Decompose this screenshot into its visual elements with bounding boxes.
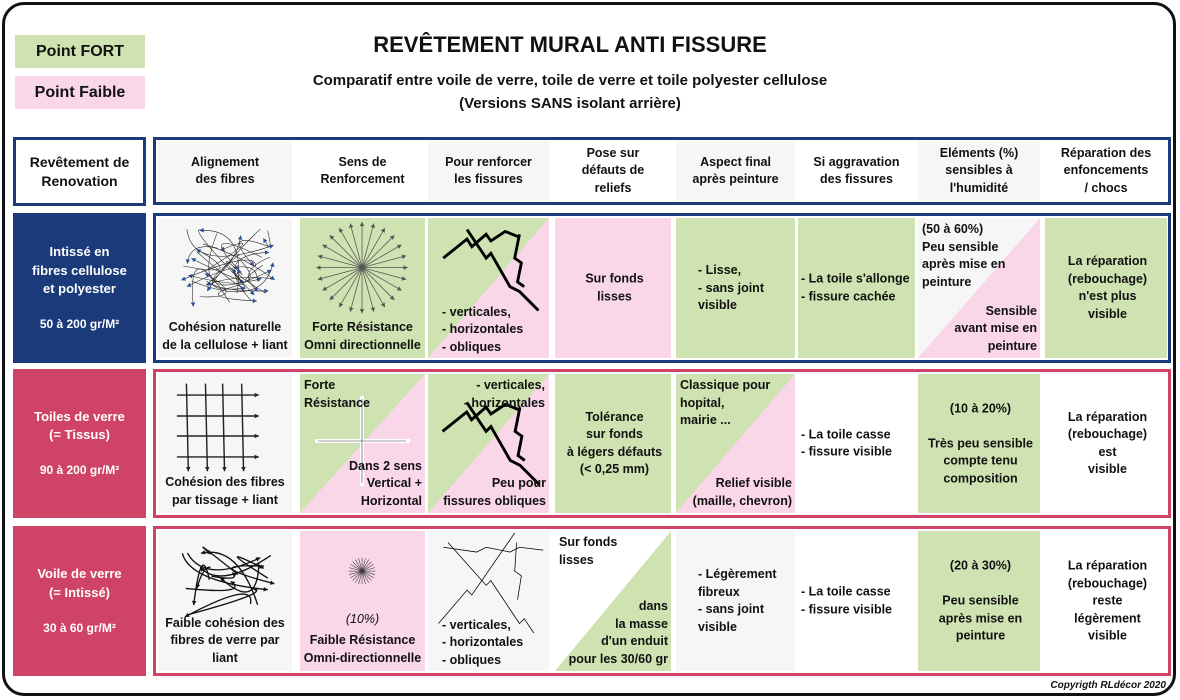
cell-text: La réparation (rebouchage) est visible (1067, 409, 1148, 477)
cross-arrows-icon (315, 396, 410, 486)
table-cell: - Légèrement fibreux - sans joint visibl… (676, 531, 795, 671)
row-box (153, 369, 1171, 518)
cell-note: (10%) (345, 612, 380, 626)
column-header: Pose sur défauts de reliefs (581, 145, 645, 195)
table-cell: - verticales, - horizontales - obliques (428, 531, 549, 671)
cell-text: La réparation (rebouchage) n'est plus vi… (1067, 254, 1148, 321)
table-cell: Sur fonds lisses dans la masse d'un endui… (555, 531, 671, 671)
cell-bottom-text: dans la masse d'un enduit pour les 30/60… (568, 599, 668, 666)
table-cell: Cohésion naturelle de la cellulose + lia… (158, 218, 292, 358)
table-cell: Cohésion des fibres par tissage + liant (158, 374, 292, 513)
row-weight: 50 à 200 gr/M² (39, 316, 120, 331)
legend-weak: Point Faible (15, 76, 145, 109)
table-cell: - La toile casse - fissure visible (798, 374, 915, 513)
table-cell: Tolérance sur fonds à légers défauts (< … (555, 374, 671, 513)
table-cell: - Lisse, - sans joint visible (676, 218, 795, 358)
table-cell: (50 à 60%) Peu sensible après mise en pe… (918, 218, 1040, 358)
header-box (153, 137, 1171, 205)
table-cell: (10 à 20%) Très peu sensible compte tenu… (918, 374, 1040, 513)
row-name: Intissé en fibres cellulose et polyester (32, 244, 127, 296)
subtitle: Comparatif entre voile de verre, toile d… (312, 72, 828, 89)
cell-text: Faible cohésion des fibres de verre par … (165, 615, 285, 665)
table-cell: - verticales, - horizontales Peu pour fis… (428, 374, 549, 513)
cracks-icon (442, 228, 540, 312)
column-header: Pour renforcer les fissures (428, 141, 549, 201)
column-header: Aspect final après peinture (676, 141, 795, 201)
small-burst-icon (348, 557, 376, 585)
table-cell: - verticales, - horizontales - obliques (428, 218, 549, 358)
row-label: Toiles de verre (= Tissus) 90 à 200 gr/M² (13, 369, 146, 518)
row-box (153, 213, 1171, 363)
column-header: Sens de Renforcement (320, 154, 405, 187)
column-header: Si aggravation des fissures (813, 154, 900, 187)
cell-text: - verticales, - horizontales - obliques (442, 617, 524, 667)
column-header: Réparation des enfoncements / chocs (1060, 145, 1152, 195)
random-fibers-icon (181, 227, 275, 307)
loose-fibers-icon (181, 546, 275, 618)
legend-strong: Point FORT (15, 35, 145, 68)
table-cell: La réparation (rebouchage) n'est plus vi… (1045, 218, 1167, 358)
row-name: Voile de verre (= Intissé) (37, 566, 122, 600)
table-cell: (10%) Faible Résistance Omni-directionnel… (300, 531, 425, 671)
table-cell: (20 à 30%) Peu sensible après mise en pe… (918, 531, 1040, 671)
table-cell: Faible cohésion des fibres de verre par … (158, 531, 292, 671)
row-weight: 90 à 200 gr/M² (39, 463, 120, 478)
copyright: Copyrigth RLdécor 2020 (1050, 680, 1166, 691)
table-cell: Forte Résistance Dans 2 sens Vertical + H… (300, 374, 425, 513)
cell-text: - La toile s'allonge - fissure cachée (801, 271, 910, 304)
cell-text: Cohésion naturelle de la cellulose + lia… (162, 320, 288, 352)
cell-text: Sur fonds lisses (585, 271, 644, 304)
cell-text: - La toile casse - fissure visible (801, 584, 893, 617)
cell-text: (20 à 30%) Peu sensible après mise en pe… (938, 558, 1023, 643)
cell-bottom-text: Dans 2 sens Vertical + Horizontal (349, 458, 422, 508)
woven-grid-icon (176, 383, 259, 472)
cracks-icon (441, 401, 541, 486)
header-corner: Revêtement de Renovation (13, 137, 146, 206)
table-cell: - La toile s'allonge - fissure cachée (798, 218, 915, 358)
cell-bottom-text: Peu pour fissures obliques (443, 476, 546, 508)
row-label: Intissé en fibres cellulose et polyester… (13, 213, 146, 363)
cell-text: (10 à 20%) Très peu sensible compte tenu… (928, 400, 1033, 485)
table-cell: - La toile casse - fissure visible (798, 531, 915, 671)
table-cell: Forte Résistance Omni directionnelle (300, 218, 425, 358)
cell-text: - Lisse, - sans joint visible (698, 262, 764, 312)
table-cell: La réparation (rebouchage) est visible (1045, 374, 1167, 513)
table-cell: La réparation (rebouchage) reste légèrem… (1045, 531, 1167, 671)
cell-text: - Légèrement fibreux - sans joint visibl… (698, 567, 777, 634)
cell-text: - verticales, - horizontales - obliques (442, 304, 524, 354)
cell-text: Cohésion des fibres par tissage + liant (165, 475, 285, 507)
subtitle-2: (Versions SANS isolant arrière) (459, 95, 681, 112)
thin-cracks-icon (438, 533, 544, 633)
column-header: Eléments (%) sensibles à l'humidité (918, 141, 1040, 201)
cell-top-text: Sur fonds lisses (559, 535, 618, 567)
page-title: REVÊTEMENT MURAL ANTI FISSURE (373, 32, 767, 57)
column-header: Alignement des fibres (158, 141, 292, 201)
cell-top-text: (50 à 60%) Peu sensible après mise en pe… (922, 222, 1006, 289)
cell-text: Tolérance sur fonds à légers défauts (< … (566, 409, 663, 477)
omni-arrows-icon (316, 221, 408, 314)
cell-bottom-text: Relief visible (maille, chevron) (692, 476, 792, 508)
cell-text: Forte Résistance Omni directionnelle (304, 320, 421, 352)
cell-top-text: Forte Résistance (304, 378, 371, 410)
table-cell: Classique pour hopital, mairie ... Relief… (676, 374, 795, 513)
cell-text: Faible Résistance Omni-directionnelle (303, 633, 422, 665)
cell-text: - La toile casse - fissure visible (801, 427, 893, 459)
row-name: Toiles de verre (= Tissus) (34, 408, 125, 443)
cell-bottom-text: Sensible avant mise en peinture (954, 303, 1037, 353)
cell-top-text: Classique pour hopital, mairie ... (680, 378, 771, 427)
row-label: Voile de verre (= Intissé) 30 à 60 gr/M² (13, 526, 146, 676)
cell-text: La réparation (rebouchage) reste légèrem… (1067, 558, 1148, 643)
cell-top-text: - verticales, - horizontales (463, 378, 545, 410)
table-cell: Sur fonds lisses (555, 218, 671, 358)
row-box (153, 526, 1171, 676)
row-weight: 30 à 60 gr/M² (43, 620, 116, 635)
